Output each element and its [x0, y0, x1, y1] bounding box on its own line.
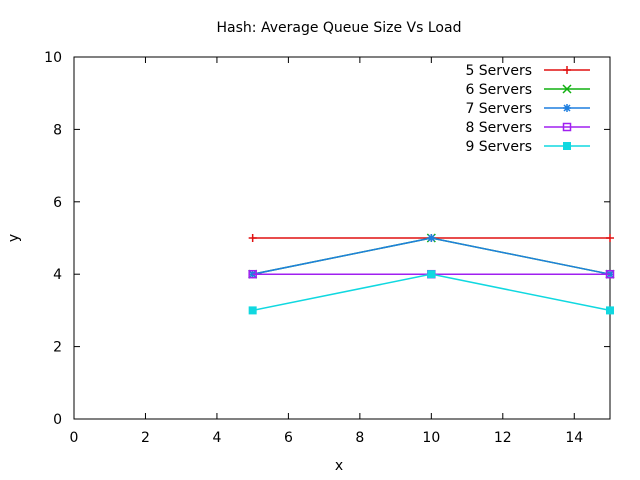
legend-entry: 8 Servers	[465, 120, 590, 136]
series-layer	[248, 233, 615, 315]
y-tick-label: 2	[53, 340, 62, 356]
x-tick-label: 8	[355, 430, 364, 446]
legend-label: 6 Servers	[465, 82, 532, 98]
y-axis-label: y	[6, 234, 22, 242]
data-point	[605, 269, 615, 279]
data-point	[248, 269, 257, 279]
legend-marker	[563, 104, 571, 112]
data-point	[606, 306, 614, 315]
legend-entry: 6 Servers	[465, 82, 590, 98]
series-line	[252, 273, 611, 312]
x-tick-label: 12	[494, 430, 512, 446]
x-tick-label: 0	[70, 430, 79, 446]
y-tick-label: 8	[53, 122, 62, 138]
legend-label: 8 Servers	[465, 120, 532, 136]
x-tick-label: 10	[422, 430, 440, 446]
data-point	[427, 234, 436, 242]
x-tick-label: 14	[565, 430, 583, 446]
legend: 5 Servers 6 Servers 7 Servers 8 Servers 9 Se…	[465, 63, 590, 155]
legend-label: 5 Servers	[465, 63, 532, 79]
x-tick-label: 6	[284, 430, 293, 446]
data-point	[248, 234, 257, 242]
legend-marker	[563, 66, 571, 74]
x-tick-label: 2	[141, 430, 150, 446]
legend-entry: 7 Servers	[465, 101, 590, 117]
legend-marker	[562, 122, 572, 132]
data-point	[427, 270, 436, 279]
legend-entry: 5 Servers	[465, 63, 590, 79]
y-tick-label: 10	[44, 50, 62, 66]
data-point	[248, 306, 257, 315]
y-tick-label: 6	[53, 195, 62, 211]
series-9-servers	[248, 270, 614, 315]
legend-label: 7 Servers	[465, 101, 532, 117]
data-point	[606, 234, 614, 242]
legend-marker	[563, 142, 571, 150]
legend-marker	[562, 84, 572, 94]
legend-entry: 9 Servers	[465, 139, 590, 155]
y-tick-label: 0	[53, 412, 62, 428]
y-tick-label: 4	[53, 267, 62, 283]
series-line	[252, 237, 611, 275]
x-axis-label: x	[335, 458, 343, 474]
axis-ticks: 0 2 4 6 8 10 12 14 0 2 4 6 8 10	[44, 50, 610, 446]
x-tick-label: 4	[212, 430, 221, 446]
series-line	[252, 237, 611, 275]
legend-label: 9 Servers	[465, 139, 532, 155]
chart-title: Hash: Average Queue Size Vs Load	[217, 20, 462, 36]
